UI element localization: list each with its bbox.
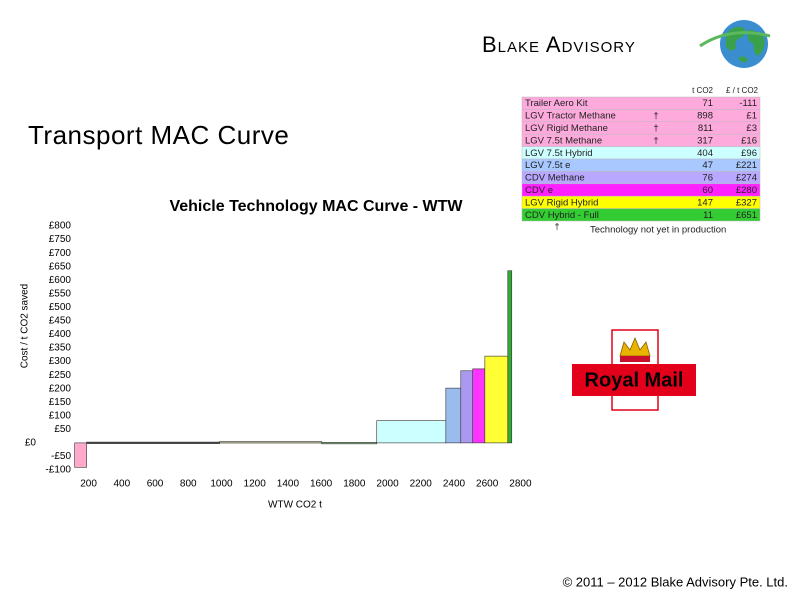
row-tco2: 47 [702, 160, 713, 171]
bar [86, 441, 220, 444]
bar [74, 442, 87, 468]
y-tick-label: £200 [49, 383, 72, 394]
footnote-symbol: † [554, 222, 559, 233]
row-cost: £221 [736, 160, 757, 171]
x-tick-label: 600 [147, 479, 164, 490]
row-tco2: 317 [697, 135, 713, 146]
chart-title: Vehicle Technology MAC Curve - WTW [169, 198, 463, 215]
table-row [521, 208, 761, 222]
y-tick-label: £100 [49, 410, 72, 421]
row-name: CDV Hybrid - Full [525, 210, 599, 221]
y-tick-label: -£100 [45, 465, 71, 476]
y-tick-label: £600 [49, 275, 72, 286]
bar [472, 368, 486, 444]
x-tick-label: 2000 [376, 479, 399, 490]
row-tco2: 147 [697, 197, 713, 208]
bar [219, 441, 323, 444]
y-tick-label: £650 [49, 261, 72, 272]
row-cost: -111 [739, 98, 757, 109]
row-tco2: 11 [703, 210, 713, 221]
x-tick-label: 2800 [509, 479, 532, 490]
royal-mail-logo: Royal Mail [572, 329, 696, 411]
footnote: Technology not yet in production [590, 225, 726, 236]
royal-mail-text: Royal Mail [585, 369, 684, 391]
row-name: LGV Rigid Hybrid [525, 197, 598, 208]
row-name: CDV e [525, 185, 553, 196]
row-tco2: 811 [698, 123, 713, 134]
row-cost: £1 [746, 111, 757, 122]
row-name: LGV Rigid Methane [525, 123, 608, 134]
row-name: CDV Methane [525, 173, 585, 184]
y-tick-label: £150 [49, 397, 72, 408]
y-tick-label: £800 [49, 221, 72, 232]
x-axis-label: WTW CO2 t [268, 500, 322, 511]
y-tick-label: £750 [49, 234, 72, 245]
row-cost: £327 [736, 197, 757, 208]
row-tco2: 71 [702, 98, 713, 109]
table-header: £ / t CO2 [726, 86, 759, 95]
bar [460, 370, 474, 444]
x-tick-label: 1200 [244, 479, 267, 490]
y-tick-label: £300 [49, 356, 72, 367]
x-tick-label: 2400 [443, 479, 466, 490]
row-dagger: † [653, 123, 658, 134]
x-tick-label: 1000 [210, 479, 233, 490]
row-cost: £96 [741, 148, 757, 159]
row-dagger: † [653, 111, 658, 122]
logo-text: Blake Advisory [482, 32, 636, 57]
row-name: LGV Tractor Methane [525, 111, 616, 122]
bar [445, 387, 462, 444]
table-row [521, 183, 761, 197]
bar [484, 355, 509, 444]
row-name: LGV 7.5t Methane [525, 135, 602, 146]
x-tick-label: 2600 [476, 479, 499, 490]
x-tick-label: 200 [80, 479, 97, 490]
row-cost: £16 [741, 135, 757, 146]
row-tco2: 404 [697, 148, 713, 159]
bar [507, 270, 513, 444]
row-cost: £3 [746, 123, 757, 134]
y-tick-label: £550 [49, 288, 72, 299]
slide-title: Transport MAC Curve [28, 120, 289, 150]
y-tick-label: £450 [49, 316, 72, 327]
row-tco2: 60 [702, 185, 713, 196]
y-tick-label: £250 [49, 370, 72, 381]
x-tick-label: 1400 [277, 479, 300, 490]
row-name: Trailer Aero Kit [525, 98, 588, 109]
row-cost: £651 [736, 210, 757, 221]
y-tick-label: £50 [54, 424, 71, 435]
row-dagger: † [653, 135, 658, 146]
table-header: t CO2 [692, 86, 713, 95]
row-cost: £274 [736, 173, 757, 184]
bar [376, 420, 447, 444]
y-tick-label: £700 [49, 248, 72, 259]
y-axis-label: Cost / t CO2 saved [20, 284, 31, 368]
row-tco2: 76 [702, 173, 713, 184]
x-tick-label: 1800 [343, 479, 366, 490]
y-tick-label: -£50 [51, 451, 71, 462]
footer: © 2011 – 2012 Blake Advisory Pte. Ltd. [563, 574, 788, 589]
bar [321, 442, 378, 445]
row-name: LGV 7.5t Hybrid [525, 148, 593, 159]
logo-globe [699, 20, 771, 68]
row-name: LGV 7.5t e [525, 160, 570, 171]
y-tick-label: £500 [49, 302, 72, 313]
x-tick-label: 400 [113, 479, 130, 490]
y-tick-label: £350 [49, 343, 72, 354]
row-tco2: 898 [697, 111, 713, 122]
x-tick-label: 1600 [310, 479, 333, 490]
y-tick-label: £400 [49, 329, 72, 340]
x-tick-label: 2200 [410, 479, 433, 490]
y-tick-label: £0 [25, 438, 37, 449]
row-cost: £280 [736, 185, 757, 196]
x-tick-label: 800 [180, 479, 197, 490]
